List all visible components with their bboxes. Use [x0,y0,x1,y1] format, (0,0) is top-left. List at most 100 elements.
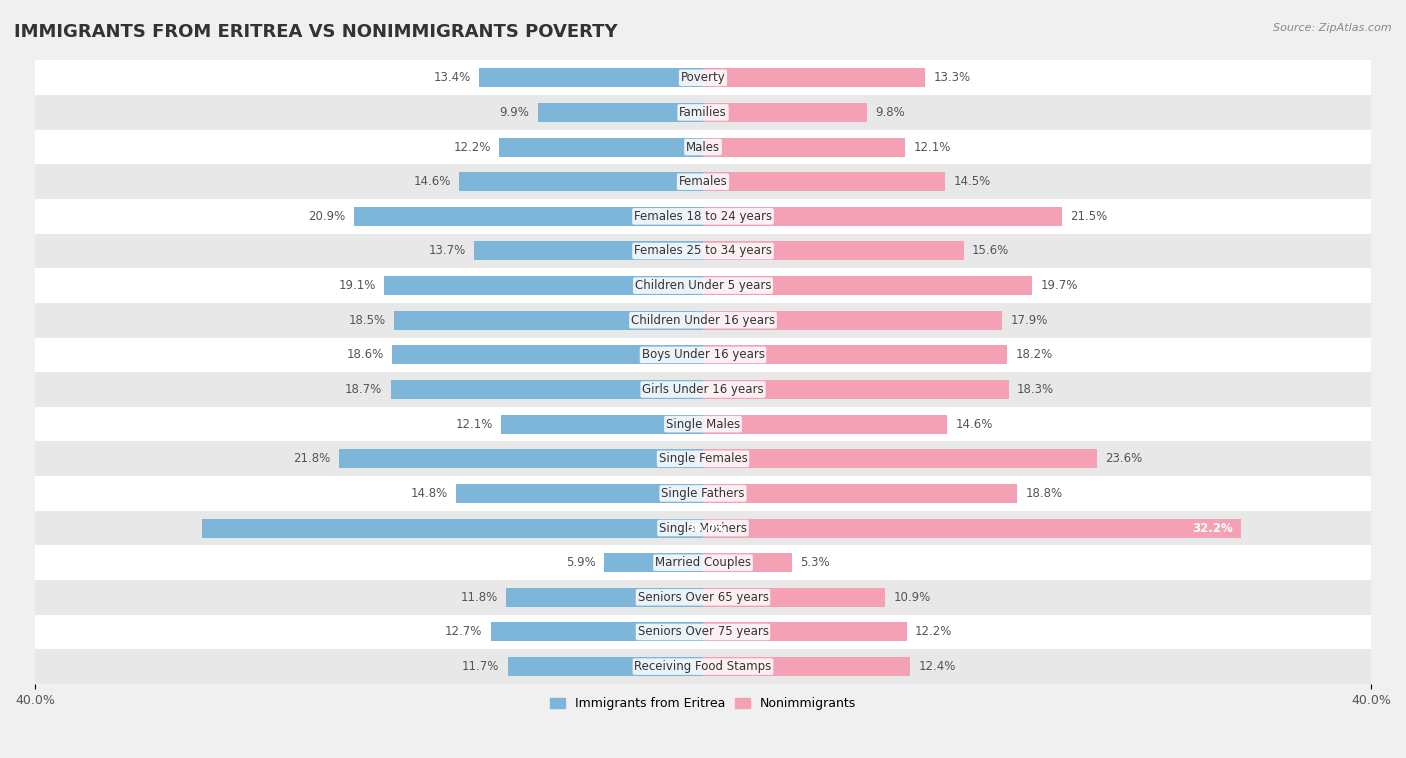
Bar [703,242,963,261]
Text: Single Males: Single Males [666,418,740,431]
Bar [703,276,1032,295]
Bar [537,103,703,122]
Text: 19.7%: 19.7% [1040,279,1078,292]
Bar [35,372,1371,407]
Bar [35,95,1371,130]
Text: 21.5%: 21.5% [1070,210,1108,223]
Text: 32.2%: 32.2% [1192,522,1233,534]
Text: Families: Families [679,106,727,119]
Bar [35,303,1371,337]
Text: Single Mothers: Single Mothers [659,522,747,534]
Text: 14.8%: 14.8% [411,487,447,500]
Bar [605,553,703,572]
Bar [339,449,703,468]
Bar [703,622,907,641]
Bar [35,476,1371,511]
Text: 15.6%: 15.6% [972,245,1010,258]
Bar [703,518,1240,537]
Bar [703,553,792,572]
Text: Females: Females [679,175,727,188]
Text: 18.7%: 18.7% [344,383,382,396]
Bar [35,130,1371,164]
Bar [499,137,703,157]
Text: 12.4%: 12.4% [918,660,956,673]
Text: 12.2%: 12.2% [454,140,491,154]
Bar [202,518,703,537]
Text: 9.9%: 9.9% [499,106,529,119]
Bar [35,164,1371,199]
Text: Seniors Over 75 years: Seniors Over 75 years [637,625,769,638]
Text: 19.1%: 19.1% [339,279,375,292]
Text: Single Females: Single Females [658,453,748,465]
Bar [35,233,1371,268]
Bar [703,587,884,607]
Bar [354,207,703,226]
Text: Receiving Food Stamps: Receiving Food Stamps [634,660,772,673]
Text: 10.9%: 10.9% [893,590,931,604]
Bar [35,268,1371,303]
Text: Married Couples: Married Couples [655,556,751,569]
Bar [703,311,1002,330]
Bar [392,346,703,365]
Text: Males: Males [686,140,720,154]
Text: 12.1%: 12.1% [914,140,950,154]
Text: Poverty: Poverty [681,71,725,84]
Bar [460,172,703,191]
Bar [456,484,703,503]
Text: 14.5%: 14.5% [953,175,991,188]
Bar [703,657,910,676]
Bar [35,615,1371,650]
Bar [703,172,945,191]
Bar [479,68,703,87]
Bar [35,511,1371,545]
Bar [703,449,1097,468]
Bar [474,242,703,261]
Text: 9.8%: 9.8% [875,106,905,119]
Text: Single Fathers: Single Fathers [661,487,745,500]
Text: 12.1%: 12.1% [456,418,492,431]
Text: 12.2%: 12.2% [915,625,952,638]
Text: 13.7%: 13.7% [429,245,465,258]
Text: 13.4%: 13.4% [433,71,471,84]
Bar [384,276,703,295]
Bar [703,346,1007,365]
Bar [35,650,1371,684]
Text: 11.7%: 11.7% [461,660,499,673]
Text: 12.7%: 12.7% [446,625,482,638]
Text: Children Under 16 years: Children Under 16 years [631,314,775,327]
Text: 18.3%: 18.3% [1017,383,1054,396]
Text: 18.5%: 18.5% [349,314,385,327]
Bar [394,311,703,330]
Text: 13.3%: 13.3% [934,71,970,84]
Bar [506,587,703,607]
Bar [35,441,1371,476]
Text: 23.6%: 23.6% [1105,453,1143,465]
Bar [491,622,703,641]
Text: 18.8%: 18.8% [1025,487,1063,500]
Text: 30.0%: 30.0% [686,522,727,534]
Bar [501,415,703,434]
Text: Females 18 to 24 years: Females 18 to 24 years [634,210,772,223]
Bar [703,484,1017,503]
Legend: Immigrants from Eritrea, Nonimmigrants: Immigrants from Eritrea, Nonimmigrants [544,692,862,715]
Text: Females 25 to 34 years: Females 25 to 34 years [634,245,772,258]
Text: IMMIGRANTS FROM ERITREA VS NONIMMIGRANTS POVERTY: IMMIGRANTS FROM ERITREA VS NONIMMIGRANTS… [14,23,617,41]
Text: 14.6%: 14.6% [413,175,451,188]
Bar [703,137,905,157]
Text: 18.6%: 18.6% [347,349,384,362]
Text: Boys Under 16 years: Boys Under 16 years [641,349,765,362]
Text: Seniors Over 65 years: Seniors Over 65 years [637,590,769,604]
Bar [35,61,1371,95]
Text: 11.8%: 11.8% [460,590,498,604]
Bar [703,380,1008,399]
Bar [508,657,703,676]
Text: 18.2%: 18.2% [1015,349,1053,362]
Text: 20.9%: 20.9% [308,210,346,223]
Bar [35,580,1371,615]
Bar [35,407,1371,441]
Bar [703,103,866,122]
Text: Source: ZipAtlas.com: Source: ZipAtlas.com [1274,23,1392,33]
Bar [35,545,1371,580]
Text: 5.3%: 5.3% [800,556,830,569]
Text: 14.6%: 14.6% [955,418,993,431]
